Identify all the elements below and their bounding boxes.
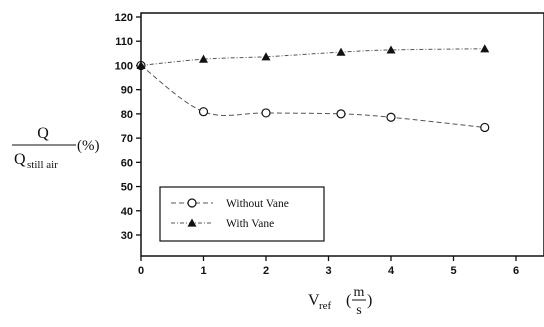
y-label-denominator-sub: still air (27, 159, 58, 171)
y-tick-label: 110 (115, 36, 133, 48)
y-tick-label: 50 (121, 182, 133, 194)
legend-items: Without Vane With Vane (171, 198, 289, 230)
legend-label: Without Vane (226, 198, 289, 210)
y-tick-label: 40 (121, 206, 133, 218)
x-label-close-paren: ) (367, 292, 372, 309)
x-label-sub: ref (319, 300, 332, 312)
data-point (480, 44, 490, 53)
x-tick-label: 3 (325, 265, 331, 277)
y-axis: 30 40 50 60 70 80 90 100 110 120 (115, 12, 141, 242)
x-tick-label: 6 (513, 265, 519, 277)
x-label-unit-num: m (354, 285, 365, 300)
series-layer (136, 44, 490, 133)
legend-marker (187, 198, 197, 208)
y-tick-label: 100 (115, 60, 133, 72)
x-label-unit-den: s (356, 303, 361, 318)
x-tick-label: 1 (200, 265, 206, 277)
data-point (199, 54, 208, 63)
y-tick-label: 70 (121, 133, 133, 145)
series-with-vane (136, 44, 490, 70)
x-tick-label: 5 (450, 265, 456, 277)
x-label-main: V (308, 292, 320, 309)
y-label-unit: (%) (77, 138, 100, 154)
data-point (336, 109, 346, 119)
data-point (198, 107, 209, 117)
x-tick-label: 0 (138, 265, 144, 277)
x-tick-label: 4 (388, 265, 395, 277)
y-tick-label: 30 (121, 230, 133, 242)
legend-box (159, 186, 325, 242)
data-point (136, 60, 146, 70)
series-line (140, 48, 485, 66)
legend-marker (187, 218, 197, 227)
data-point (261, 108, 271, 118)
data-point (480, 122, 490, 133)
series-without-vane (136, 60, 490, 133)
x-tick-label: 2 (263, 265, 269, 277)
x-axis-label: V ref ( m s ) (308, 285, 372, 318)
series-line (140, 65, 485, 128)
data-point (386, 45, 396, 54)
legend: Without Vane With Vane (159, 186, 325, 242)
y-axis-label: Q Q still air (%) (12, 125, 100, 171)
data-point (261, 52, 271, 61)
x-label-open-paren: ( (346, 292, 351, 309)
y-tick-label: 80 (121, 109, 133, 121)
legend-item: Without Vane (171, 198, 289, 210)
legend-label: With Vane (226, 218, 274, 230)
y-tick-label: 60 (121, 157, 133, 169)
data-point (336, 47, 346, 56)
legend-item: With Vane (171, 218, 274, 230)
data-point (386, 112, 396, 122)
y-label-denominator: Q (14, 151, 26, 168)
y-tick-label: 120 (115, 12, 133, 24)
y-label-numerator: Q (37, 125, 49, 142)
y-tick-label: 90 (121, 85, 133, 97)
x-axis: 0 1 2 3 4 5 6 (138, 256, 519, 277)
plot-area (140, 12, 544, 257)
